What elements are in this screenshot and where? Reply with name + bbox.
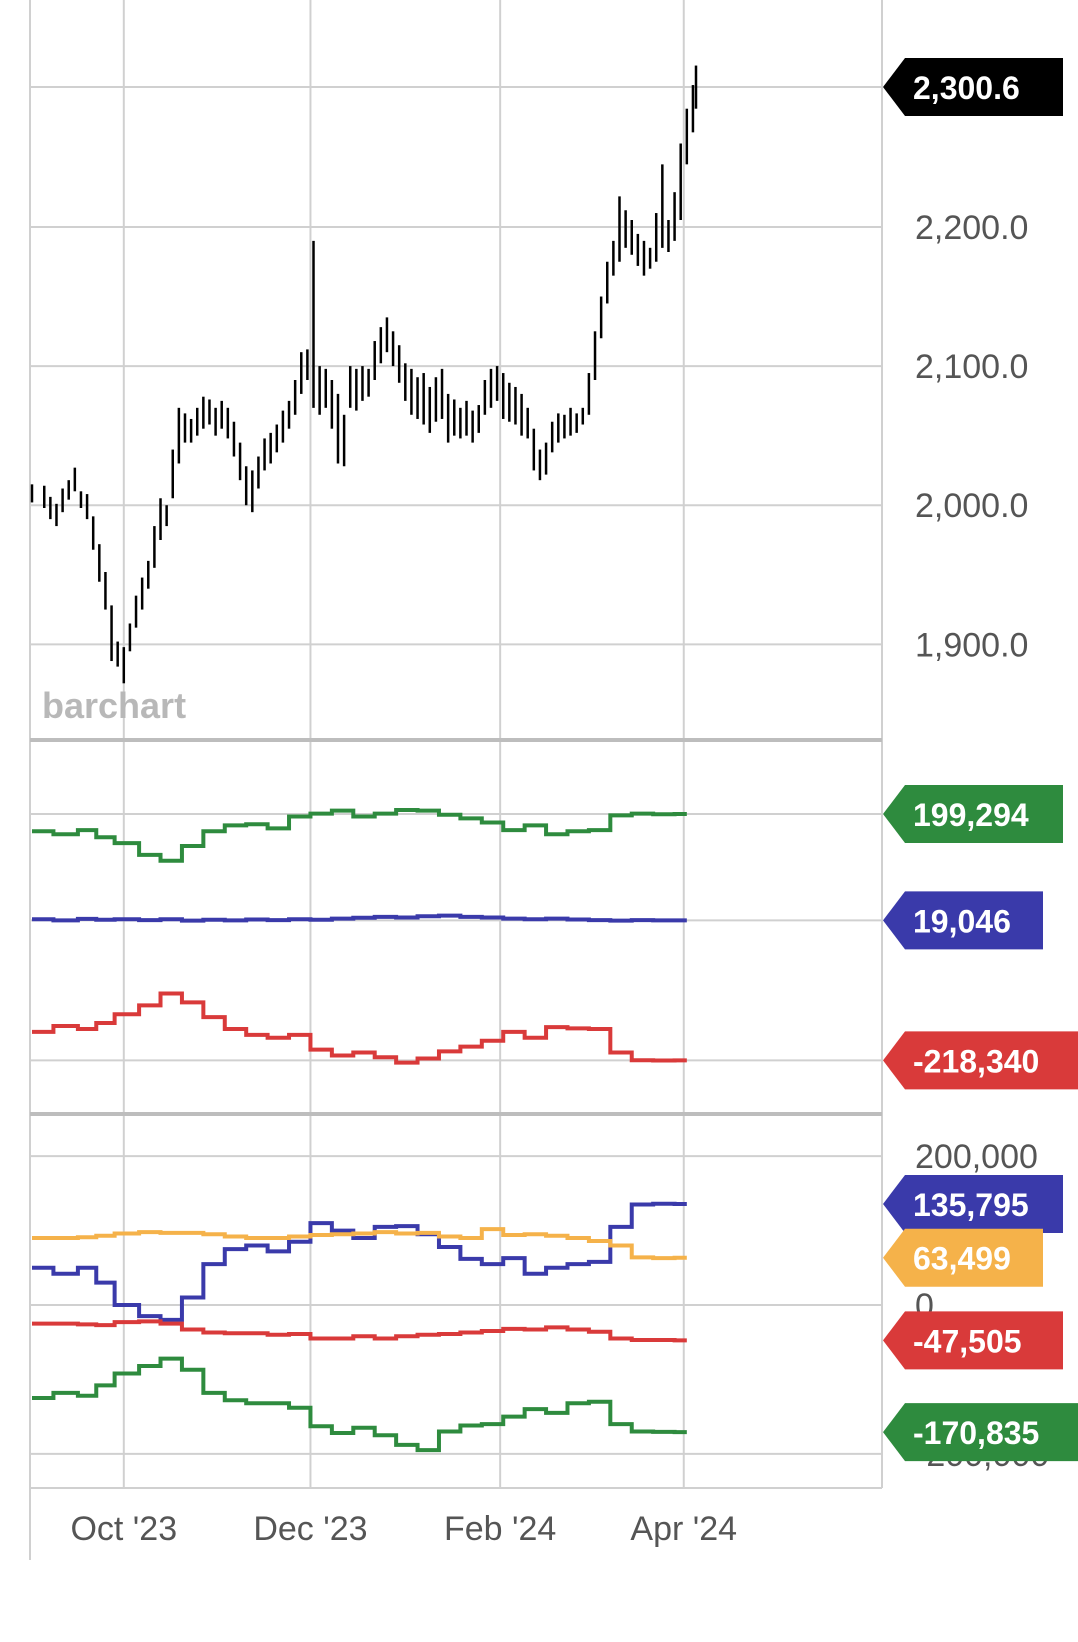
net-position-badge-label: 19,046 — [913, 903, 1011, 939]
last-price-badge — [883, 57, 1063, 116]
net-position-badge — [883, 1031, 1078, 1090]
net-position-line — [32, 913, 687, 923]
x-tick-label: Apr '24 — [630, 1510, 737, 1548]
y-tick-label: 200,000 — [915, 1138, 1038, 1176]
series-layer — [30, 65, 698, 1453]
position-line — [32, 1319, 687, 1343]
barchart-watermark: barchart — [42, 685, 186, 726]
position-badge-label: -47,505 — [913, 1323, 1022, 1359]
position-line — [32, 1227, 687, 1261]
y-tick-label: 1,900.0 — [915, 626, 1028, 664]
net-position-badge-label: 199,294 — [913, 797, 1029, 833]
last-price-badge-label: 2,300.6 — [913, 70, 1020, 106]
position-line — [32, 1201, 687, 1322]
position-badge — [883, 1311, 1063, 1370]
position-badge — [883, 1403, 1078, 1462]
position-badge — [883, 1174, 1063, 1233]
position-badge-label: 63,499 — [913, 1241, 1011, 1277]
label-layer: Oct '23 Dec '23 Feb '24 Apr '24 1,900.0 2,000… — [70, 57, 1078, 1548]
net-position-line — [32, 991, 687, 1065]
position-badge — [883, 1228, 1043, 1287]
y-tick-label: 2,100.0 — [915, 348, 1028, 386]
y-tick-label: 2,000.0 — [915, 487, 1028, 525]
x-tick-label: Dec '23 — [253, 1510, 367, 1548]
net-position-badge — [883, 891, 1043, 950]
position-badge-label: 135,795 — [913, 1187, 1029, 1223]
x-tick-label: Oct '23 — [70, 1510, 177, 1548]
y-tick-label: 2,200.0 — [915, 209, 1028, 247]
x-tick-label: Feb '24 — [444, 1510, 556, 1548]
net-position-line — [32, 808, 687, 863]
position-badge-label: -170,835 — [913, 1415, 1039, 1451]
position-line — [32, 1356, 687, 1453]
net-position-badge — [883, 785, 1063, 844]
net-position-badge-label: -218,340 — [913, 1043, 1039, 1079]
